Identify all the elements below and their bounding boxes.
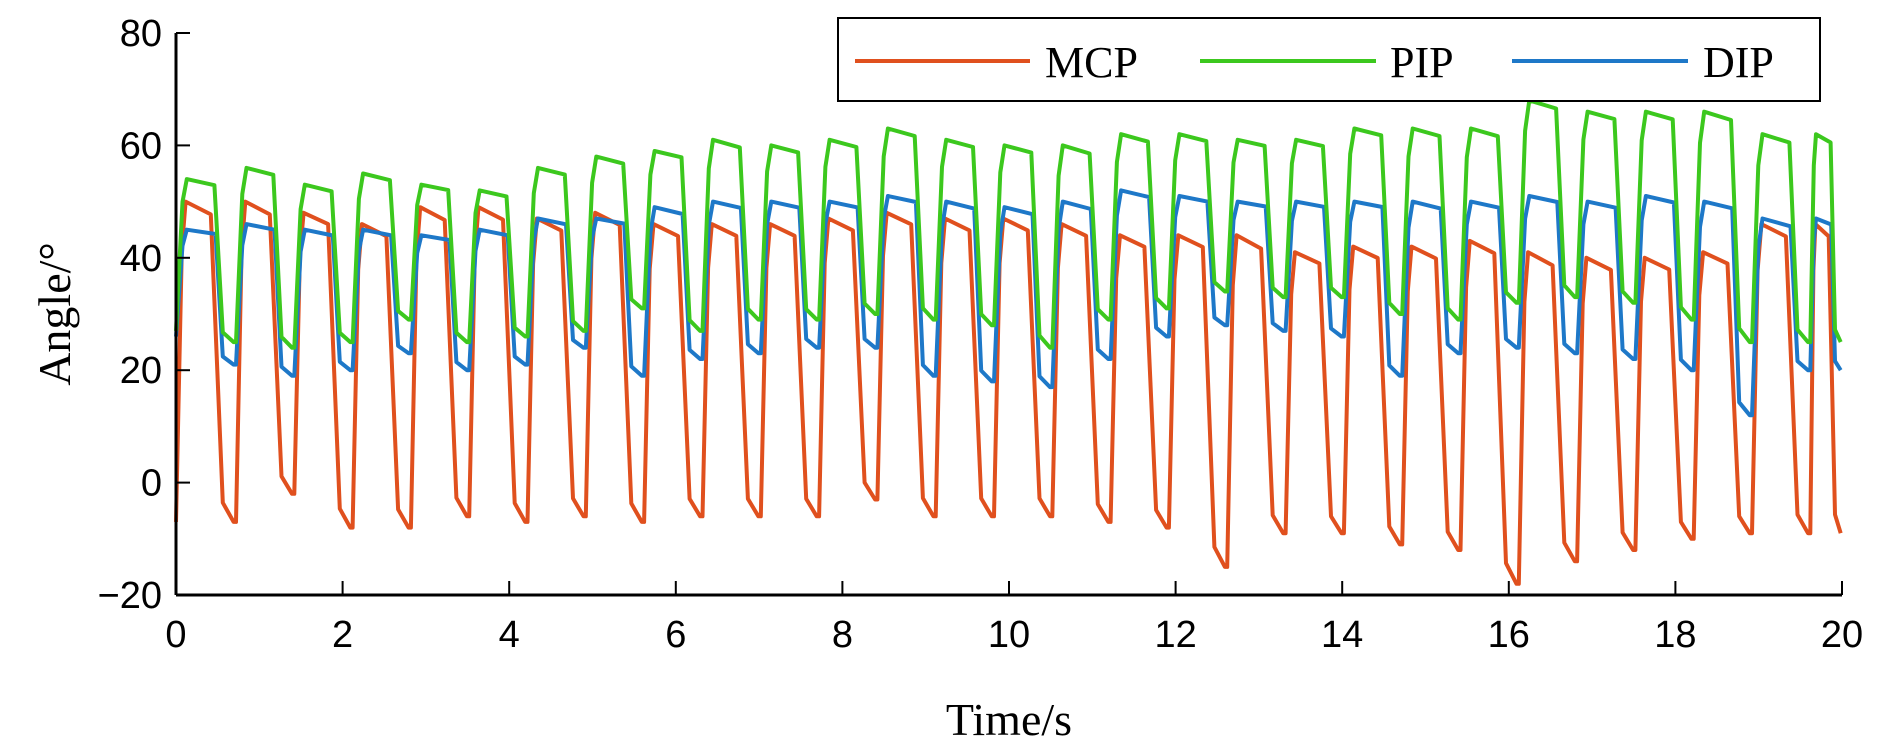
- x-tick-label: 4: [499, 614, 520, 656]
- legend: MCP PIP DIP: [837, 17, 1821, 102]
- legend-label-mcp: MCP: [1045, 38, 1138, 87]
- legend-label-pip: PIP: [1390, 38, 1454, 87]
- x-tick-label: 0: [165, 614, 186, 656]
- y-tick-label: 60: [120, 125, 162, 167]
- x-tick-label: 8: [832, 614, 853, 656]
- y-axis-title: Angle/°: [29, 242, 80, 386]
- y-tick-label: 20: [120, 350, 162, 392]
- x-tick-label: 20: [1821, 614, 1863, 656]
- x-tick-label: 12: [1154, 614, 1196, 656]
- y-tick-label: 40: [120, 238, 162, 280]
- x-axis-title: Time/s: [946, 694, 1072, 745]
- y-tick-label: 0: [141, 463, 162, 505]
- x-tick-label: 10: [988, 614, 1030, 656]
- series-line-dip: [174, 188, 1843, 418]
- y-tick-label: −20: [98, 575, 162, 617]
- y-tick-label: 80: [120, 13, 162, 55]
- legend-label-dip: DIP: [1703, 38, 1774, 87]
- series-line-pip: [174, 98, 1843, 350]
- x-tick-label: 14: [1321, 614, 1363, 656]
- x-tick-label: 18: [1654, 614, 1696, 656]
- series-line-mcp: [174, 199, 1843, 586]
- x-tick-label: 2: [332, 614, 353, 656]
- x-tick-label: 6: [665, 614, 686, 656]
- y-ticks: −20 0 20 40 60 80: [98, 13, 190, 617]
- series-layer: [174, 98, 1843, 586]
- x-tick-label: 16: [1488, 614, 1530, 656]
- x-ticks: 0 2 4 6 8 10 12 14 16 18 20: [165, 581, 1863, 656]
